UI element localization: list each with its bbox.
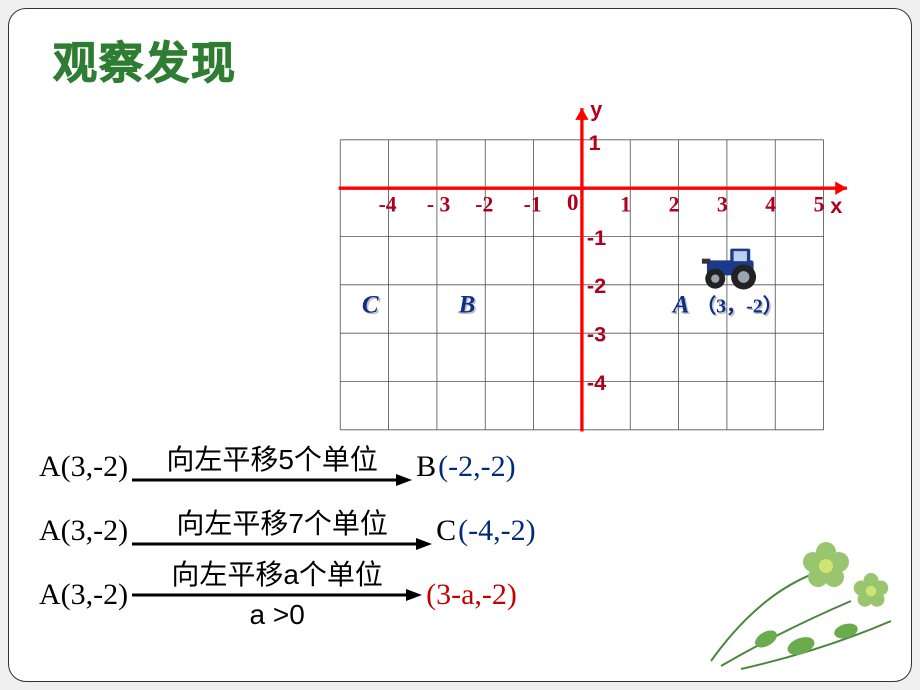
slide-frame: 观察发现 0-4- 3-2-112345xy1-1-2-3-4 CCBBAA（3… bbox=[8, 8, 912, 682]
svg-text:0: 0 bbox=[567, 190, 579, 216]
svg-text:-4: -4 bbox=[379, 193, 397, 217]
slide-title: 观察发现 bbox=[53, 27, 237, 91]
arrow-box: 向左平移a个单位 a >0 bbox=[132, 561, 422, 629]
arrow-label-top: 向左平移5个单位 bbox=[166, 446, 378, 474]
arrow-label-top: 向左平移a个单位 bbox=[171, 561, 383, 589]
coordinate-graph: 0-4- 3-2-112345xy1-1-2-3-4 CCBBAA（3，-2）（… bbox=[299, 94, 894, 434]
arrow-box: 向左平移7个单位 bbox=[132, 510, 432, 552]
svg-text:-1: -1 bbox=[524, 193, 542, 217]
svg-text:1: 1 bbox=[620, 193, 631, 217]
svg-text:-3: -3 bbox=[587, 322, 606, 347]
svg-text:1: 1 bbox=[589, 130, 601, 155]
equation-rhs: (3-a,-2) bbox=[426, 578, 517, 612]
svg-text:（3，-2）: （3，-2） bbox=[696, 295, 783, 318]
arrow-label-top: 向左平移7个单位 bbox=[176, 510, 388, 538]
svg-text:- 3: - 3 bbox=[427, 193, 451, 217]
arrow-icon bbox=[132, 536, 432, 552]
svg-text:C: C bbox=[362, 292, 379, 319]
svg-text:-1: -1 bbox=[587, 225, 606, 250]
equation-lhs: A(3,-2) bbox=[39, 514, 128, 548]
svg-text:-4: -4 bbox=[587, 370, 606, 395]
arrow-icon bbox=[132, 472, 412, 488]
svg-text:x: x bbox=[830, 193, 842, 218]
tractor-icon bbox=[702, 249, 756, 290]
svg-text:-2: -2 bbox=[475, 193, 493, 217]
svg-text:B: B bbox=[458, 292, 476, 319]
equation-row: A(3,-2) 向左平移5个单位 B(-2,-2) bbox=[39, 439, 839, 495]
svg-text:A: A bbox=[671, 292, 690, 319]
svg-text:4: 4 bbox=[765, 193, 776, 217]
svg-text:3: 3 bbox=[717, 193, 728, 217]
svg-text:5: 5 bbox=[814, 193, 825, 217]
equation-rhs: C(-4,-2) bbox=[436, 514, 535, 548]
svg-text:-2: -2 bbox=[587, 273, 606, 298]
equation-lhs: A(3,-2) bbox=[39, 450, 128, 484]
equation-rhs: B(-2,-2) bbox=[416, 450, 515, 484]
flower-decoration bbox=[701, 491, 901, 671]
svg-text:y: y bbox=[590, 97, 602, 122]
arrow-label-bottom: a >0 bbox=[250, 601, 305, 629]
arrow-box: 向左平移5个单位 bbox=[132, 446, 412, 488]
equation-lhs: A(3,-2) bbox=[39, 578, 128, 612]
svg-text:2: 2 bbox=[669, 193, 680, 217]
